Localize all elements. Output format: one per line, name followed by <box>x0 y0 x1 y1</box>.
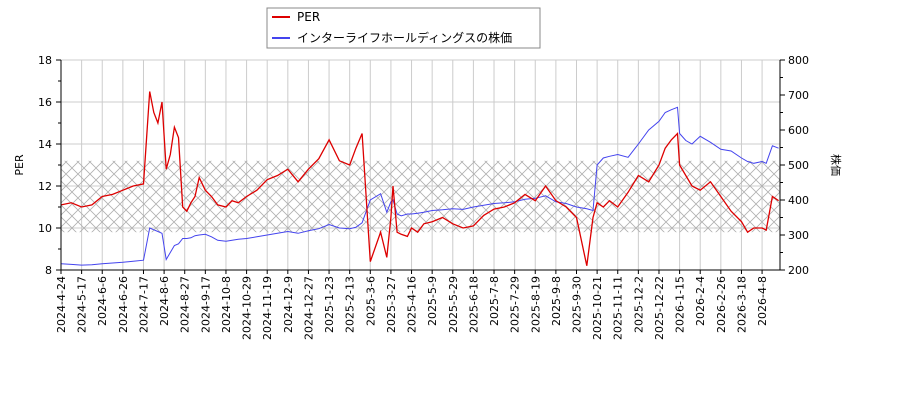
x-tick-label: 2024-5-17 <box>76 276 89 333</box>
x-tick-label: 2024-12-27 <box>302 276 315 340</box>
x-tick-label: 2025-12-22 <box>653 276 666 340</box>
left-tick-label: 10 <box>38 222 52 235</box>
right-tick-label: 800 <box>788 54 809 67</box>
right-tick-label: 600 <box>788 124 809 137</box>
right-tick-label: 300 <box>788 229 809 242</box>
x-tick-label: 2024-6-26 <box>117 276 130 333</box>
x-tick-label: 2025-4-16 <box>406 276 419 333</box>
right-tick-label: 200 <box>788 264 809 277</box>
x-tick-label: 2025-1-23 <box>323 276 336 333</box>
right-y-axis-ticks: 200 300 400 500 600 700 800 <box>780 54 809 277</box>
left-tick-label: 14 <box>38 138 52 151</box>
x-tick-label: 2024-11-19 <box>261 276 274 340</box>
left-tick-label: 8 <box>45 264 52 277</box>
x-tick-label: 2026-2-4 <box>694 276 707 326</box>
left-y-axis-ticks: 8 10 12 14 16 18 <box>38 54 61 277</box>
legend-per-label: PER <box>297 10 320 24</box>
x-tick-label: 2024-6-6 <box>96 276 109 326</box>
x-tick-label: 2024-10-8 <box>220 276 233 333</box>
x-tick-label: 2024-10-29 <box>241 276 254 340</box>
x-tick-label: 2024-9-17 <box>199 276 212 333</box>
x-tick-label: 2026-4-8 <box>756 276 769 326</box>
left-tick-label: 16 <box>38 96 52 109</box>
x-tick-label: 2026-3-18 <box>735 276 748 333</box>
x-tick-label: 2025-7-29 <box>509 276 522 333</box>
x-tick-label: 2024-8-27 <box>179 276 192 333</box>
x-tick-label: 2026-1-15 <box>674 276 687 333</box>
x-tick-label: 2025-11-11 <box>612 276 625 340</box>
left-axis-title: PER <box>13 154 26 176</box>
left-tick-label: 12 <box>38 180 52 193</box>
right-tick-label: 500 <box>788 159 809 172</box>
x-tick-label: 2025-12-2 <box>632 276 645 333</box>
right-tick-label: 400 <box>788 194 809 207</box>
x-tick-label: 2025-6-18 <box>467 276 480 333</box>
x-tick-label: 2025-7-8 <box>488 276 501 326</box>
legend-stock-label: インターライフホールディングスの株価 <box>297 30 512 45</box>
x-tick-label: 2025-5-29 <box>447 276 460 333</box>
legend: PER インターライフホールディングスの株価 <box>266 7 541 49</box>
left-tick-label: 18 <box>38 54 52 67</box>
x-tick-label: 2025-3-6 <box>364 276 377 326</box>
x-tick-label: 2025-9-8 <box>550 276 563 326</box>
x-axis-ticks: 2024-4-24 2024-5-17 2024-6-6 2024-6-26 2024-… <box>55 270 769 340</box>
x-tick-label: 2025-8-19 <box>529 276 542 333</box>
x-tick-label: 2024-12-9 <box>282 276 295 333</box>
x-tick-label: 2024-8-6 <box>158 276 171 326</box>
x-tick-label: 2026-2-26 <box>715 276 728 333</box>
x-tick-label: 2025-2-13 <box>344 276 357 333</box>
x-tick-label: 2025-10-21 <box>591 276 604 340</box>
right-axis-title: 株価 <box>829 154 843 176</box>
x-tick-label: 2025-9-30 <box>571 276 584 333</box>
x-tick-label: 2025-3-27 <box>385 276 398 333</box>
x-tick-label: 2024-7-17 <box>137 276 150 333</box>
x-tick-label: 2025-5-9 <box>426 276 439 326</box>
shaded-band <box>61 160 780 233</box>
x-tick-label: 2024-4-24 <box>55 276 68 333</box>
stock-price-line <box>61 106 779 266</box>
right-tick-label: 700 <box>788 89 809 102</box>
per-line <box>61 91 779 266</box>
